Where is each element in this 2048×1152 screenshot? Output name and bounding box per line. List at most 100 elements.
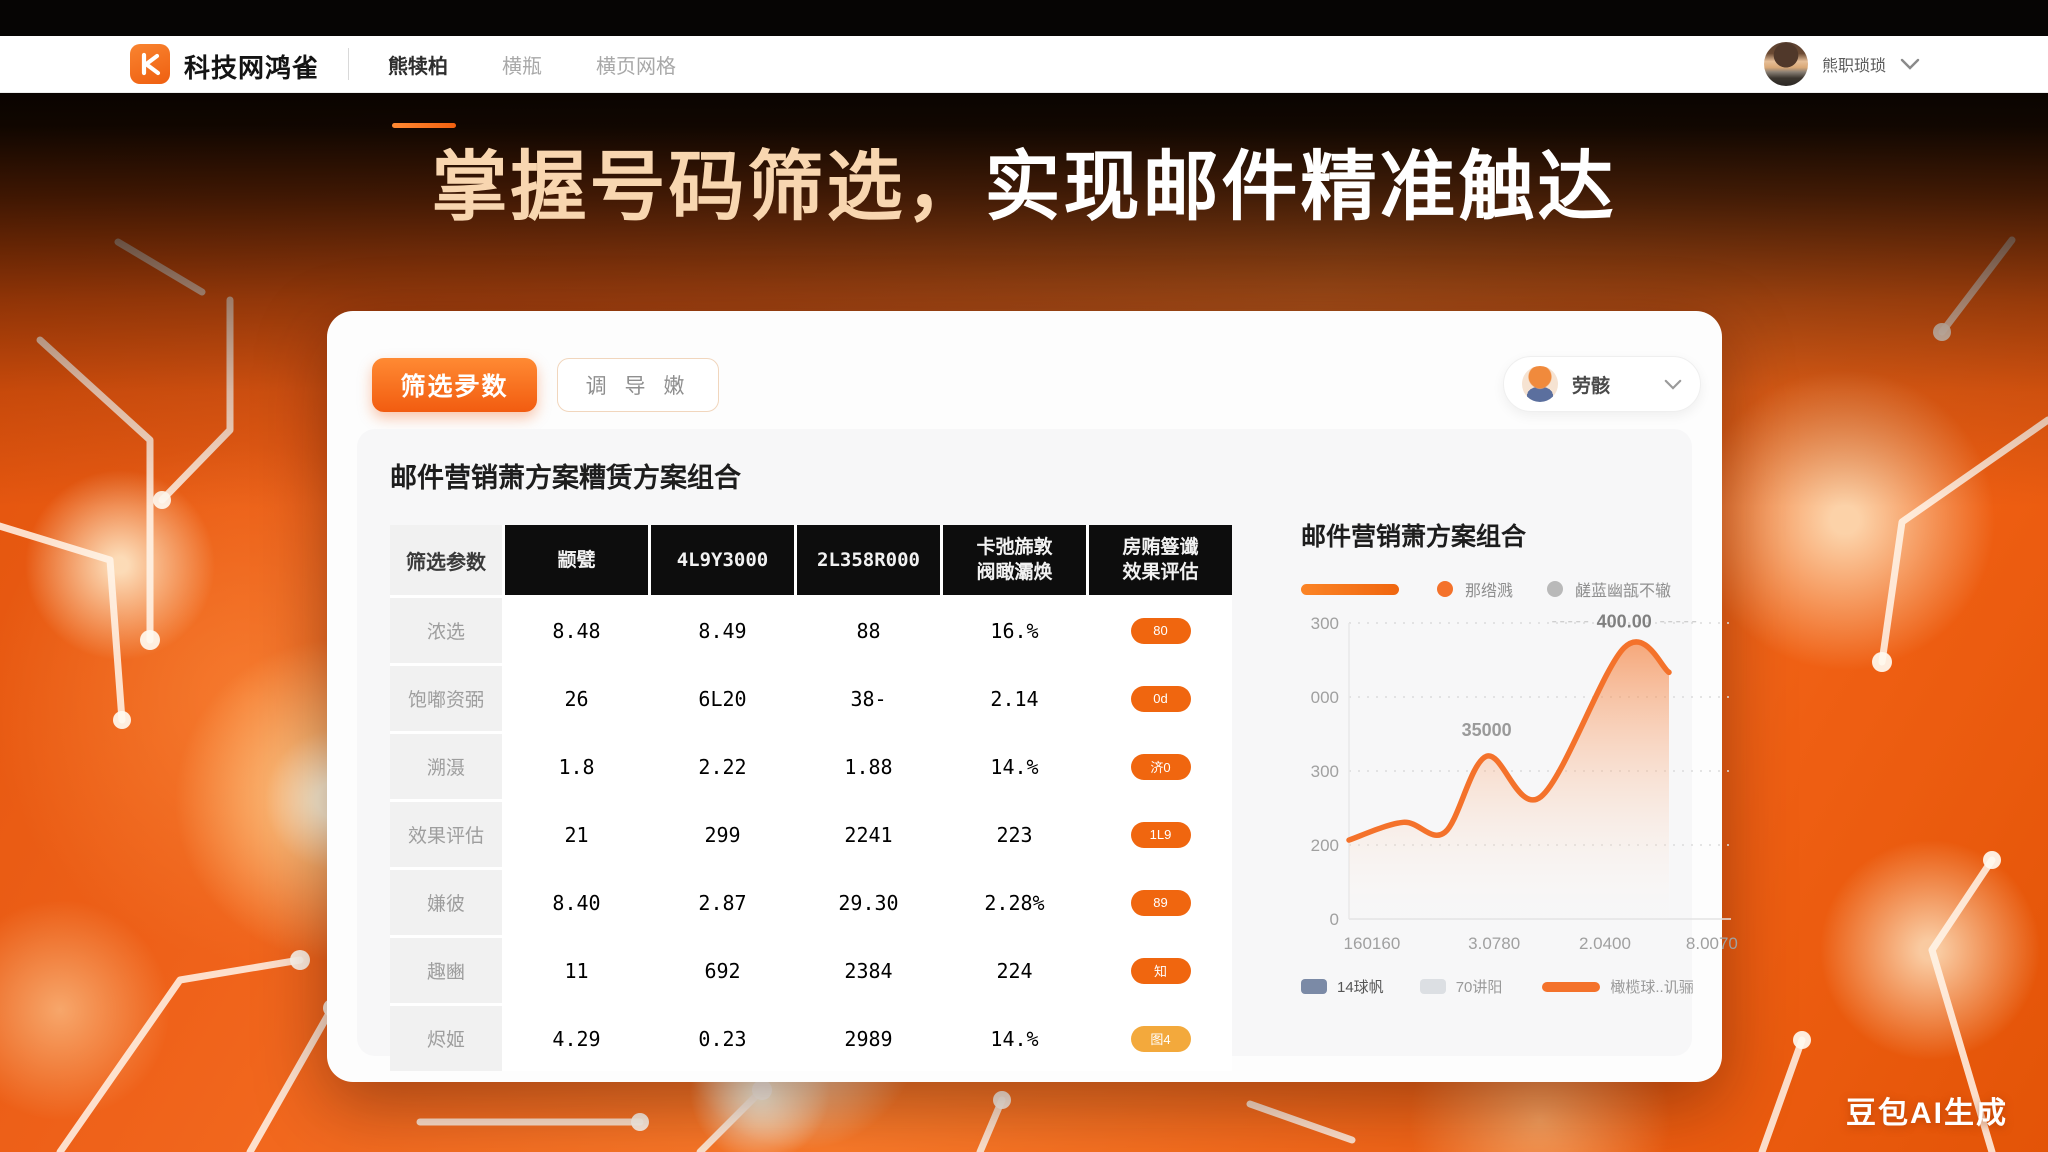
table-cell-value: 2.14	[990, 686, 1039, 711]
legend-orange-line-swatch	[1301, 583, 1399, 595]
table-cell-badge: 图4	[1089, 1006, 1232, 1071]
card-user-pill[interactable]: 劳骸	[1503, 356, 1701, 412]
table-corner-header: 筛选参数	[390, 525, 502, 595]
svg-text:0: 0	[1330, 910, 1339, 929]
status-badge: 80	[1130, 617, 1191, 644]
table-cell-value: 11	[564, 958, 589, 983]
filter-table: 筛选参数 颛甓 4L9Y3000 2L358R000 卡弛旆敦 阀瞰灞焕 房贿簦谶 效果评估浓…	[390, 525, 1232, 1071]
table-row-label: 饱嘟资弼	[390, 666, 502, 731]
table-cell-value: 1.88	[844, 754, 893, 779]
svg-text:160160: 160160	[1344, 934, 1401, 953]
nav-item-3[interactable]: 横页网格	[596, 55, 676, 78]
svg-text:200: 200	[1311, 836, 1339, 855]
svg-text:300: 300	[1311, 614, 1339, 633]
legend-gray-dot-icon	[1547, 581, 1564, 597]
table-cell-value: 16.%	[990, 618, 1039, 643]
table-cell-value: 4.29	[552, 1026, 601, 1051]
svg-text:2.0400: 2.0400	[1579, 934, 1631, 953]
filter-params-button[interactable]: 筛选夛数	[372, 358, 537, 412]
status-badge: 知	[1130, 957, 1191, 984]
user-avatar[interactable]	[1763, 42, 1808, 86]
secondary-tab-button[interactable]: 调 导 嫩	[557, 358, 719, 412]
table-cell-value: 26	[564, 686, 589, 711]
chart-title: 邮件营销萧方案组合	[1301, 523, 1527, 551]
svg-text:3.0780: 3.0780	[1468, 934, 1520, 953]
area-chart: 300 000 300 200 0 160160 3.0780 2.0400 8.0070 350…	[1311, 612, 1738, 953]
table-cell-value: 692	[704, 958, 741, 983]
legend-orange-thick-line-icon	[1542, 981, 1601, 992]
navbar: 科技网鸿雀 熊犊柏 横瓶 横页网格 熊职琐琐	[0, 36, 2048, 128]
table-cell-badge: 1L9	[1089, 802, 1232, 867]
legend-bottom-label-3: 橄榄球..讥骊	[1610, 979, 1694, 996]
legend-gray-square-icon	[1419, 979, 1446, 994]
svg-text:8.0070: 8.0070	[1686, 934, 1738, 953]
svg-text:000: 000	[1311, 688, 1339, 707]
table-cell-badge: 0d	[1089, 666, 1232, 731]
table-column-header-5: 房贿簦谶 效果评估	[1089, 525, 1232, 595]
svg-text:400.00: 400.00	[1597, 612, 1652, 632]
table-column-header-4: 卡弛旆敦 阀瞰灞焕	[943, 525, 1086, 595]
table-cell-value: 8.49	[698, 618, 747, 643]
table-row-label: 趣豳	[390, 938, 502, 1003]
brand-name: 科技网鸿雀	[184, 53, 320, 83]
chevron-down-icon	[1664, 379, 1682, 390]
table-cell-value: 0.23	[698, 1026, 747, 1051]
status-badge: 1L9	[1130, 821, 1191, 848]
table-cell-value: 6L20	[698, 686, 747, 711]
chart-legend-top: 那绺溅 鹾蓝幽瓿不辙	[1301, 577, 1753, 601]
table-row-label: 嫌彼	[390, 870, 502, 935]
table-cell-badge: 80	[1089, 598, 1232, 663]
table-row-label: 烬姬	[390, 1006, 502, 1071]
table-cell-value: 29.30	[838, 890, 899, 915]
status-badge: 图4	[1130, 1025, 1191, 1052]
legend-label-2: 鹾蓝幽瓿不辙	[1575, 583, 1672, 600]
legend-bottom-label-1: 14球帆	[1337, 979, 1384, 996]
status-badge: 0d	[1130, 685, 1191, 712]
status-badge: 89	[1130, 889, 1191, 916]
table-cell-value: 88	[856, 618, 881, 643]
legend-orange-dot-icon	[1437, 581, 1453, 597]
table-cell-value: 2989	[844, 1026, 893, 1051]
ai-watermark: 豆包AI生成	[1846, 1097, 2008, 1130]
chart-legend-bottom: 14球帆 70讲阳 橄榄球..讥骊	[1301, 976, 1753, 997]
table-row-label: 效果评估	[390, 802, 502, 867]
table-cell-badge: 济0	[1089, 734, 1232, 799]
legend-bottom-label-2: 70讲阳	[1455, 979, 1503, 996]
hero-title: 掌握号码筛选，实现邮件精准触达	[0, 142, 2048, 233]
nav-item-1[interactable]: 熊犊柏	[388, 55, 448, 78]
legend-label-1: 那绺溅	[1465, 583, 1514, 600]
table-cell-value: 2.22	[698, 754, 747, 779]
user-menu[interactable]: 熊职琐琐	[1763, 36, 1920, 92]
section-title: 邮件营销萧方案糟赁方案组合	[390, 463, 741, 493]
table-column-header-3: 2L358R000	[797, 525, 940, 595]
dashboard-card: 筛选夛数 调 导 嫩 劳骸 邮件营销萧方案糟赁方案组合 筛选参数 颛甓 4L9Y30…	[327, 311, 1738, 1082]
chart-panel: 邮件营销萧方案组合 那绺溅 鹾蓝幽瓿不辙 300 000 300 200 0 160160…	[1301, 517, 1753, 997]
nav-divider	[348, 48, 349, 80]
table-cell-value: 21	[564, 822, 589, 847]
svg-text:35000: 35000	[1462, 720, 1512, 740]
table-cell-value: 2241	[844, 822, 893, 847]
user-name: 熊职琐琐	[1821, 58, 1886, 75]
table-cell-badge: 89	[1089, 870, 1232, 935]
table-cell-value: 14.%	[990, 1026, 1039, 1051]
table-cell-value: 8.48	[552, 618, 601, 643]
brand-logo-icon[interactable]	[130, 44, 170, 84]
table-cell-value: 299	[704, 822, 741, 847]
table-cell-value: 2.28%	[984, 890, 1045, 915]
nav-menu: 熊犊柏 横瓶 横页网格	[388, 36, 676, 92]
table-column-header-1: 颛甓	[505, 525, 648, 595]
pill-avatar-icon	[1522, 366, 1558, 402]
top-black-strip	[0, 0, 2048, 36]
legend-blue-square-icon	[1301, 979, 1327, 994]
nav-item-2[interactable]: 横瓶	[502, 55, 542, 78]
svg-text:300: 300	[1311, 762, 1339, 781]
card-panel: 邮件营销萧方案糟赁方案组合 筛选参数 颛甓 4L9Y3000 2L358R000 卡弛旆…	[357, 429, 1738, 1071]
table-row-label: 溯滠	[390, 734, 502, 799]
table-column-header-2: 4L9Y3000	[651, 525, 794, 595]
chevron-down-icon	[1900, 58, 1920, 70]
table-cell-value: 223	[996, 822, 1033, 847]
hero-title-rest: 实现邮件精准触达	[984, 145, 1617, 230]
status-badge: 济0	[1130, 753, 1191, 780]
active-tab-indicator	[392, 123, 456, 128]
